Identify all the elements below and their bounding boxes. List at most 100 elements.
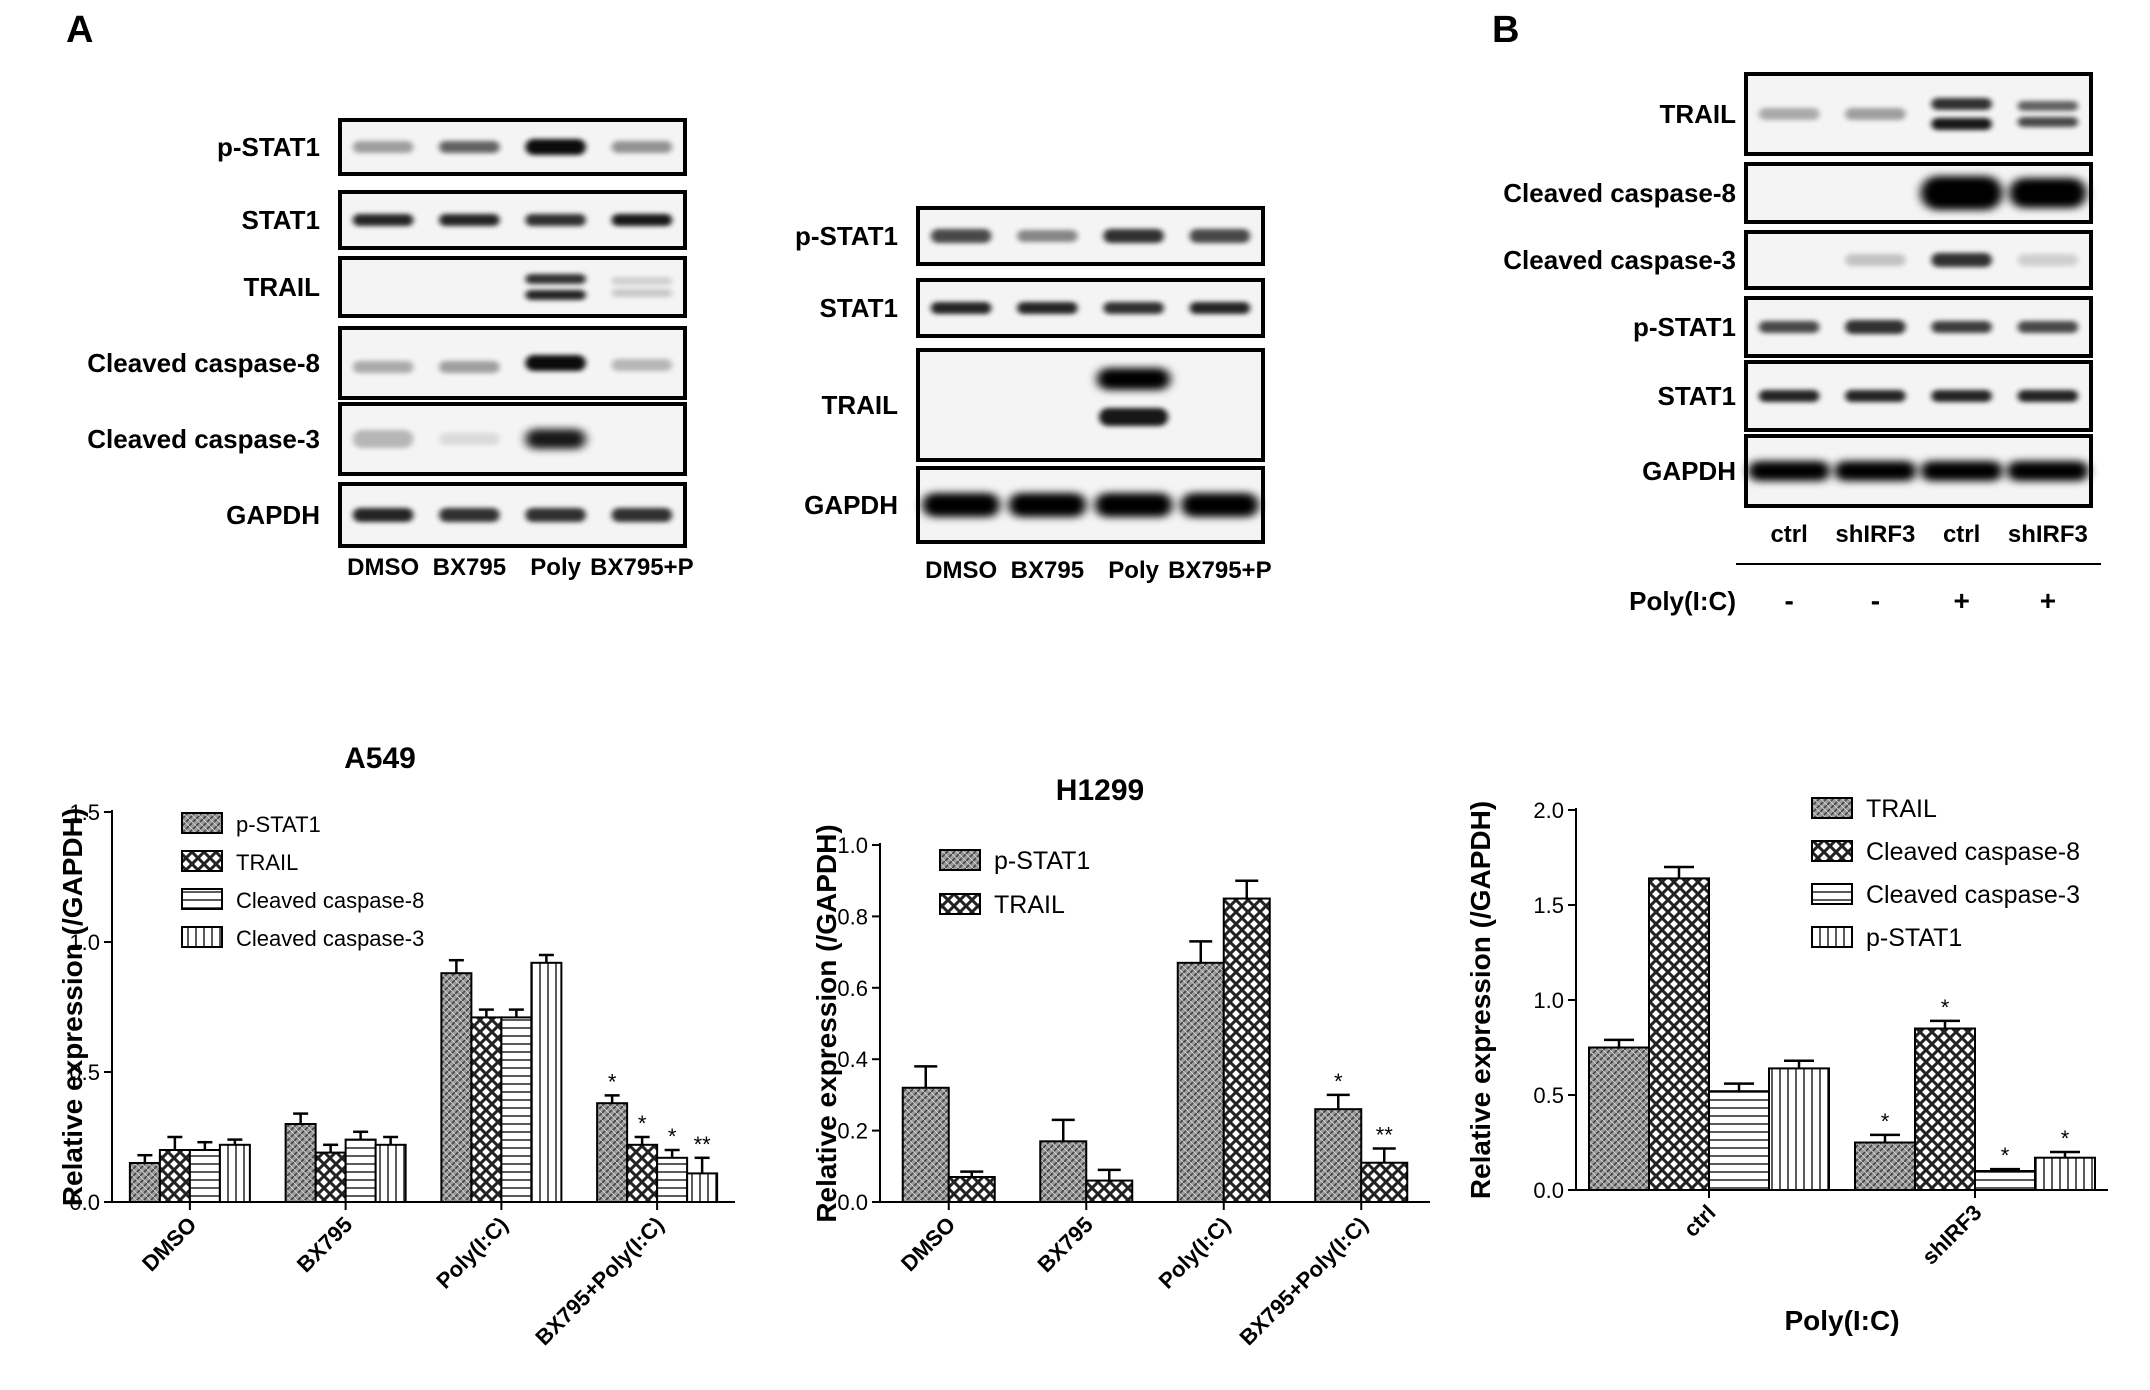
significance-mark: * bbox=[1881, 1109, 1890, 1134]
blot-band bbox=[1096, 368, 1171, 390]
lane-label: DMSO bbox=[925, 557, 997, 584]
blot-row-cleaved-caspase-8: Cleaved caspase-8 bbox=[1503, 162, 2093, 224]
blot-band bbox=[2017, 117, 2079, 127]
bar-cleaved-caspase-3-dmso bbox=[218, 1143, 251, 1204]
x-tick-label-bx795: BX795 bbox=[1033, 1212, 1098, 1277]
blot-band bbox=[1834, 461, 1917, 481]
treatment-sign: + bbox=[1953, 585, 1969, 616]
bar-trail-dmso bbox=[158, 1149, 191, 1203]
blot-row-cleaved-caspase-3: Cleaved caspase-3 bbox=[87, 402, 687, 476]
blot-band bbox=[1920, 176, 2003, 210]
legend-label: TRAIL bbox=[236, 850, 298, 875]
blot-band bbox=[2017, 321, 2079, 333]
chart-title: H1299 bbox=[1056, 774, 1144, 807]
blot-band bbox=[525, 274, 586, 284]
bar-trail-shirf3 bbox=[1854, 1141, 1916, 1191]
legend-swatch-cleaved-caspase-8 bbox=[1811, 840, 1853, 862]
bar-chart-h1299: H1299 Relative expression (/GAPDH)0.0 0.2 0… bbox=[811, 774, 1430, 1350]
bar-p-stat1-dmso bbox=[128, 1162, 161, 1203]
blot-band bbox=[930, 302, 992, 314]
blot-band bbox=[1103, 302, 1164, 314]
bar-trail-bx795 bbox=[1085, 1179, 1134, 1203]
y-tick-label: 0.4 bbox=[837, 1047, 868, 1072]
lane-label: BX795+P bbox=[590, 554, 693, 581]
y-tick-label: 1.5 bbox=[1533, 893, 1564, 918]
blot-row-label: p-STAT1 bbox=[1633, 312, 1736, 342]
x-tick-label-shirf3: shIRF3 bbox=[1917, 1200, 1987, 1270]
bar-trail-bx795-poly-i-c bbox=[1360, 1161, 1409, 1203]
blot-row-cleaved-caspase-3: Cleaved caspase-3 bbox=[1503, 230, 2093, 290]
bar-cleaved-caspase-8-ctrl bbox=[1648, 877, 1710, 1192]
y-tick-label: 2.0 bbox=[1533, 798, 1564, 823]
blot-row-label: STAT1 bbox=[820, 293, 898, 323]
blot-row-p-stat1: p-STAT1 bbox=[795, 206, 1265, 266]
bar-trail-bx795 bbox=[314, 1151, 347, 1203]
blot-band bbox=[1748, 461, 1831, 481]
significance-mark: * bbox=[608, 1069, 617, 1094]
blot-row-label: TRAIL bbox=[1659, 99, 1736, 129]
blot-band bbox=[1008, 493, 1087, 517]
legend-label: p-STAT1 bbox=[994, 847, 1090, 875]
lane-label: shIRF3 bbox=[1835, 521, 1915, 548]
bar-p-stat1-bx795 bbox=[284, 1123, 317, 1203]
legend-label: Cleaved caspase-3 bbox=[1866, 881, 2080, 909]
blot-band bbox=[525, 214, 586, 226]
bar-trail-poly-i-c bbox=[470, 1016, 503, 1204]
bar-p-stat1-ctrl bbox=[1768, 1067, 1830, 1192]
blot-membrane bbox=[916, 348, 1265, 462]
blot-band bbox=[352, 361, 414, 373]
blot-band bbox=[525, 139, 586, 155]
blot-row-label: Cleaved caspase-3 bbox=[1503, 245, 1736, 275]
bar-cleaved-caspase-8-bx795 bbox=[344, 1138, 377, 1203]
treatment-sign: - bbox=[1871, 585, 1880, 616]
y-tick-label: 1.0 bbox=[1533, 988, 1564, 1013]
blot-band bbox=[611, 289, 673, 297]
blot-band bbox=[439, 508, 500, 522]
blot-band bbox=[2006, 461, 2089, 481]
blot-row-gapdh: GAPDH bbox=[226, 482, 687, 548]
blot-band bbox=[1931, 118, 1992, 130]
blot-band bbox=[1189, 229, 1251, 243]
legend-label: Cleaved caspase-3 bbox=[236, 926, 424, 951]
legend-swatch-trail bbox=[181, 850, 223, 872]
y-tick-label: 0.0 bbox=[69, 1190, 100, 1215]
legend-label: Cleaved caspase-8 bbox=[236, 888, 424, 913]
x-tick-label-bx795-poly-i-c: BX795+Poly(I:C) bbox=[530, 1212, 668, 1350]
blot-band bbox=[1931, 321, 1992, 333]
blot-band bbox=[439, 214, 500, 226]
legend-swatch-trail bbox=[1811, 797, 1853, 819]
legend-swatch-cleaved-caspase-3 bbox=[1811, 883, 1853, 905]
chart-title: A549 bbox=[344, 742, 416, 775]
bar-trail-dmso bbox=[947, 1176, 996, 1204]
blot-band bbox=[439, 141, 500, 153]
blot-row-label: GAPDH bbox=[804, 490, 898, 520]
y-tick-label: 1.0 bbox=[837, 833, 868, 858]
x-tick-label-ctrl: ctrl bbox=[1679, 1200, 1721, 1242]
blot-band bbox=[1094, 493, 1173, 517]
legend-label: TRAIL bbox=[994, 891, 1065, 919]
blot-row-label: TRAIL bbox=[243, 272, 320, 302]
significance-mark: ** bbox=[1376, 1122, 1394, 1147]
x-tick-label-dmso: DMSO bbox=[896, 1212, 960, 1276]
blot-band bbox=[930, 229, 992, 243]
x-tick-label-poly-i-c: Poly(I:C) bbox=[431, 1212, 513, 1294]
blot-row-stat1: STAT1 bbox=[820, 278, 1265, 338]
y-tick-label: 0.5 bbox=[1533, 1083, 1564, 1108]
blot-row-p-stat1: p-STAT1 bbox=[217, 118, 687, 176]
blot-row-p-stat1: p-STAT1 bbox=[1633, 296, 2093, 358]
y-axis-label: Relative expression (/GAPDH) bbox=[811, 824, 842, 1222]
bar-p-stat1-shirf3 bbox=[2034, 1156, 2096, 1191]
y-tick-label: 1.0 bbox=[69, 930, 100, 955]
blot-band bbox=[1845, 108, 1906, 120]
blot-band bbox=[1845, 254, 1906, 266]
y-tick-label: 0.2 bbox=[837, 1119, 868, 1144]
blot-membrane bbox=[1744, 72, 2093, 156]
blot-row-stat1: STAT1 bbox=[242, 190, 687, 250]
significance-mark: * bbox=[668, 1124, 677, 1149]
blot-row-gapdh: GAPDH bbox=[804, 466, 1265, 544]
bar-cleaved-caspase-8-bx795-poly-i-c bbox=[656, 1156, 689, 1204]
blot-band bbox=[525, 355, 586, 371]
y-axis-label: Relative expression (/GAPDH) bbox=[1465, 801, 1496, 1199]
blot-band bbox=[611, 277, 673, 285]
lane-label: DMSO bbox=[347, 554, 419, 581]
